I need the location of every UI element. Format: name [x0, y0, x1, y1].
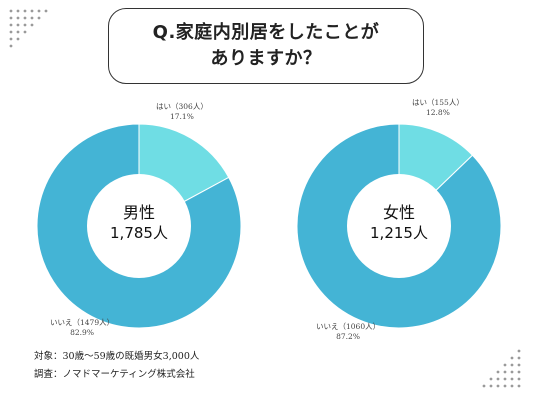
- decorative-dot: [510, 356, 514, 360]
- slice-label-male-no-count: いいえ（1479人）: [50, 318, 115, 327]
- decorative-dot: [496, 377, 500, 381]
- decorative-dot: [510, 370, 514, 374]
- question-title-box: Q.家庭内別居をしたことが ありますか？: [108, 8, 424, 84]
- slice-label-female-yes-count: はい（155人）: [412, 98, 464, 107]
- survey-target: 対象：30歳～59歳の既婚男女3,000人: [34, 351, 200, 362]
- decorative-dot: [16, 37, 20, 41]
- decorative-dot: [517, 384, 521, 388]
- slice-label-male-yes-count: はい（306人）: [156, 102, 208, 111]
- donut-chart-male-svg: [36, 123, 242, 329]
- slice-label-male-no: いいえ（1479人） 82.9%: [50, 318, 114, 338]
- slice-label-female-no-count: いいえ（1060人）: [316, 322, 381, 331]
- survey-footer: 対象：30歳～59歳の既婚男女3,000人 調査：ノマドマーケティング株式会社: [34, 348, 199, 384]
- decorative-dot: [9, 16, 13, 20]
- slice-label-male-yes: はい（306人） 17.1%: [156, 102, 208, 122]
- slice-label-male-yes-percent: 17.1%: [170, 112, 194, 121]
- decorative-dot: [23, 9, 27, 13]
- donut-chart-male: 男性 1,785人 はい（306人） 17.1% いいえ（1479人） 82.9…: [6, 96, 272, 360]
- decorative-dots-bottom-right: [482, 349, 521, 388]
- decorative-dot: [9, 23, 13, 27]
- decorative-dot: [30, 23, 34, 27]
- decorative-dot: [510, 384, 514, 388]
- decorative-dot: [23, 23, 27, 27]
- question-title-line-2: ありますか？: [210, 48, 322, 69]
- donut-chart-female-svg: [296, 123, 502, 329]
- decorative-dot: [503, 370, 507, 374]
- survey-source: 調査：ノマドマーケティング株式会社: [34, 369, 195, 380]
- slice-label-male-no-percent: 82.9%: [70, 328, 94, 337]
- slice-label-female-no-percent: 87.2%: [336, 332, 360, 341]
- decorative-dot: [9, 37, 13, 41]
- decorative-dot: [16, 9, 20, 13]
- decorative-dot: [517, 349, 521, 353]
- decorative-dot: [16, 23, 20, 27]
- slice-label-female-yes-percent: 12.8%: [426, 108, 450, 117]
- decorative-dots-top-left: [9, 9, 48, 48]
- center-label-male: 男性: [122, 203, 155, 222]
- decorative-dot: [30, 9, 34, 13]
- decorative-dot: [503, 377, 507, 381]
- slice-male-no: [36, 123, 242, 329]
- decorative-dot: [517, 370, 521, 374]
- center-value-male: 1,785人: [110, 224, 168, 242]
- question-title-line-1: Q.家庭内別居をしたことが: [152, 22, 380, 43]
- decorative-dot: [503, 384, 507, 388]
- center-value-female: 1,215人: [370, 224, 428, 242]
- decorative-dot: [517, 356, 521, 360]
- decorative-dot: [496, 384, 500, 388]
- decorative-dot: [16, 16, 20, 20]
- donut-hole-male: [87, 174, 191, 278]
- decorative-dot: [23, 16, 27, 20]
- donut-chart-female: 女性 1,215人 はい（155人） 12.8% いいえ（1060人） 87.2…: [266, 96, 532, 360]
- slice-label-female-yes: はい（155人） 12.8%: [412, 98, 464, 118]
- decorative-dot: [489, 377, 493, 381]
- center-label-female: 女性: [382, 203, 415, 222]
- decorative-dot: [517, 377, 521, 381]
- decorative-dot: [37, 16, 41, 20]
- decorative-dot: [16, 30, 20, 34]
- decorative-dot: [30, 16, 34, 20]
- decorative-dot: [9, 9, 13, 13]
- donut-hole-female: [347, 174, 451, 278]
- decorative-dot: [37, 9, 41, 13]
- decorative-dot: [489, 384, 493, 388]
- decorative-dot: [23, 30, 27, 34]
- decorative-dot: [496, 370, 500, 374]
- decorative-dot: [9, 30, 13, 34]
- decorative-dot: [482, 384, 486, 388]
- decorative-dot: [44, 9, 48, 13]
- decorative-dot: [9, 44, 13, 48]
- decorative-dot: [503, 363, 507, 367]
- slice-label-female-no: いいえ（1060人） 87.2%: [316, 322, 380, 342]
- decorative-dot: [510, 377, 514, 381]
- decorative-dot: [510, 363, 514, 367]
- decorative-dot: [517, 363, 521, 367]
